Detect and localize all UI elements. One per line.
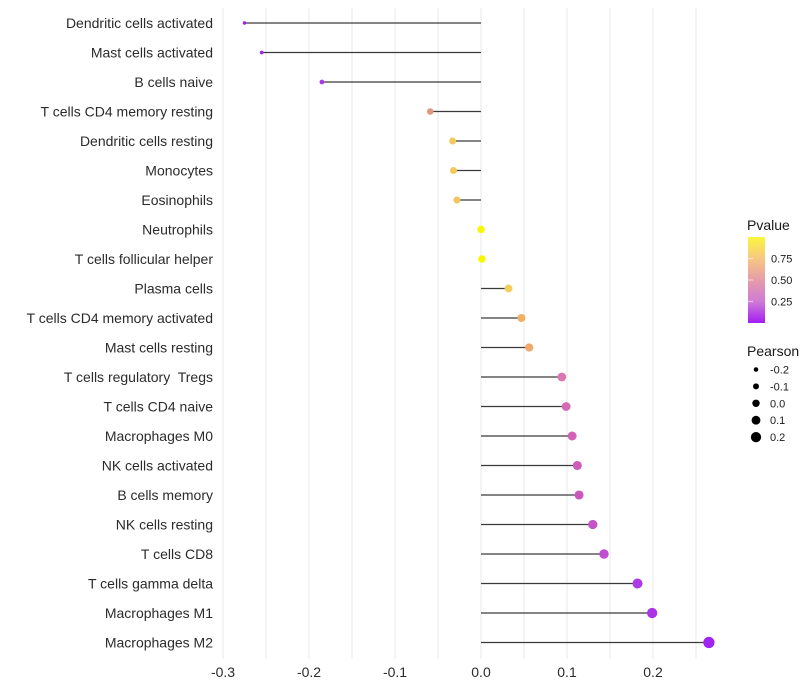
y-axis-label: Macrophages M1 (105, 605, 213, 621)
y-axis-label: B cells memory (117, 487, 213, 503)
x-axis-tick-label: 0.2 (643, 664, 663, 680)
y-axis-label: Eosinophils (141, 192, 213, 208)
lollipop-dot (449, 167, 457, 174)
pearson-legend-label: -0.1 (770, 381, 789, 393)
y-axis-label: Dendritic cells activated (66, 15, 213, 31)
pvalue-legend-title: Pvalue (747, 217, 790, 233)
lollipop-dot (477, 225, 485, 234)
pearson-legend-dot (753, 383, 759, 390)
lollipop-dot (504, 284, 513, 293)
lollipop-dot (259, 50, 264, 55)
y-axis-label: T cells regulatory Tregs (64, 369, 213, 385)
lollipop-dot (242, 21, 247, 25)
x-axis-tick-label: -0.1 (383, 664, 407, 680)
y-axis-label: Plasma cells (134, 281, 213, 297)
y-axis-label: Mast cells resting (105, 340, 213, 356)
lollipop-dot (703, 636, 715, 649)
lollipop-dot (426, 108, 434, 115)
y-axis-label: T cells CD8 (141, 546, 213, 562)
pearson-legend-label: 0.2 (770, 432, 785, 444)
y-axis-label: T cells follicular helper (75, 251, 214, 267)
pearson-legend-label: 0.0 (770, 398, 785, 410)
y-axis-label: NK cells activated (102, 458, 213, 474)
y-axis-label: Mast cells activated (91, 45, 213, 61)
x-axis-tick-label: -0.3 (211, 664, 235, 680)
y-axis-label: NK cells resting (116, 517, 213, 533)
lollipop-dot (632, 578, 643, 589)
lollipop-dot (449, 137, 457, 145)
lollipop-dot (567, 431, 577, 441)
lollipop-dot (525, 343, 534, 352)
lollipop-dot (561, 402, 571, 411)
pearson-legend-label: -0.2 (770, 365, 789, 377)
lollipop-dot (478, 255, 486, 263)
y-axis-label: T cells CD4 naive (104, 399, 214, 415)
lollipop-dot (574, 490, 584, 500)
lollipop-dot (557, 372, 567, 382)
y-axis-label: B cells naive (134, 74, 213, 90)
pearson-legend-dot (753, 367, 759, 372)
lollipop-dot (319, 79, 325, 85)
lollipop-dot (572, 460, 582, 471)
pearson-legend-title: Pearson (747, 343, 799, 359)
pvalue-tick-label: 0.75 (771, 254, 792, 266)
y-axis-label: Macrophages M0 (105, 428, 213, 444)
y-axis-label: Macrophages M2 (105, 635, 213, 651)
pearson-legend-dot (751, 415, 761, 425)
pearson-legend-label: 0.1 (770, 415, 785, 427)
pearson-legend-dot (750, 431, 762, 443)
lollipop-dot (646, 607, 658, 619)
lollipop-dot (588, 519, 598, 530)
y-axis-label: Monocytes (145, 163, 213, 179)
y-axis-label: T cells CD4 memory resting (41, 104, 213, 120)
pvalue-tick-label: 0.50 (771, 275, 792, 287)
x-axis-tick-label: 0.0 (471, 664, 491, 680)
lollipop-dot (453, 196, 461, 204)
pearson-legend-dot (752, 399, 760, 408)
lollipop-dot (599, 549, 609, 559)
y-axis-label: T cells gamma delta (88, 576, 213, 592)
x-axis-tick-label: 0.1 (557, 664, 577, 680)
y-axis-label: T cells CD4 memory activated (27, 310, 213, 326)
lollipop-dot (517, 313, 526, 323)
y-axis-label: Neutrophils (142, 222, 213, 238)
x-axis-tick-label: -0.2 (297, 664, 321, 680)
y-axis-label: Dendritic cells resting (80, 133, 213, 149)
pvalue-tick-label: 0.25 (771, 297, 792, 309)
